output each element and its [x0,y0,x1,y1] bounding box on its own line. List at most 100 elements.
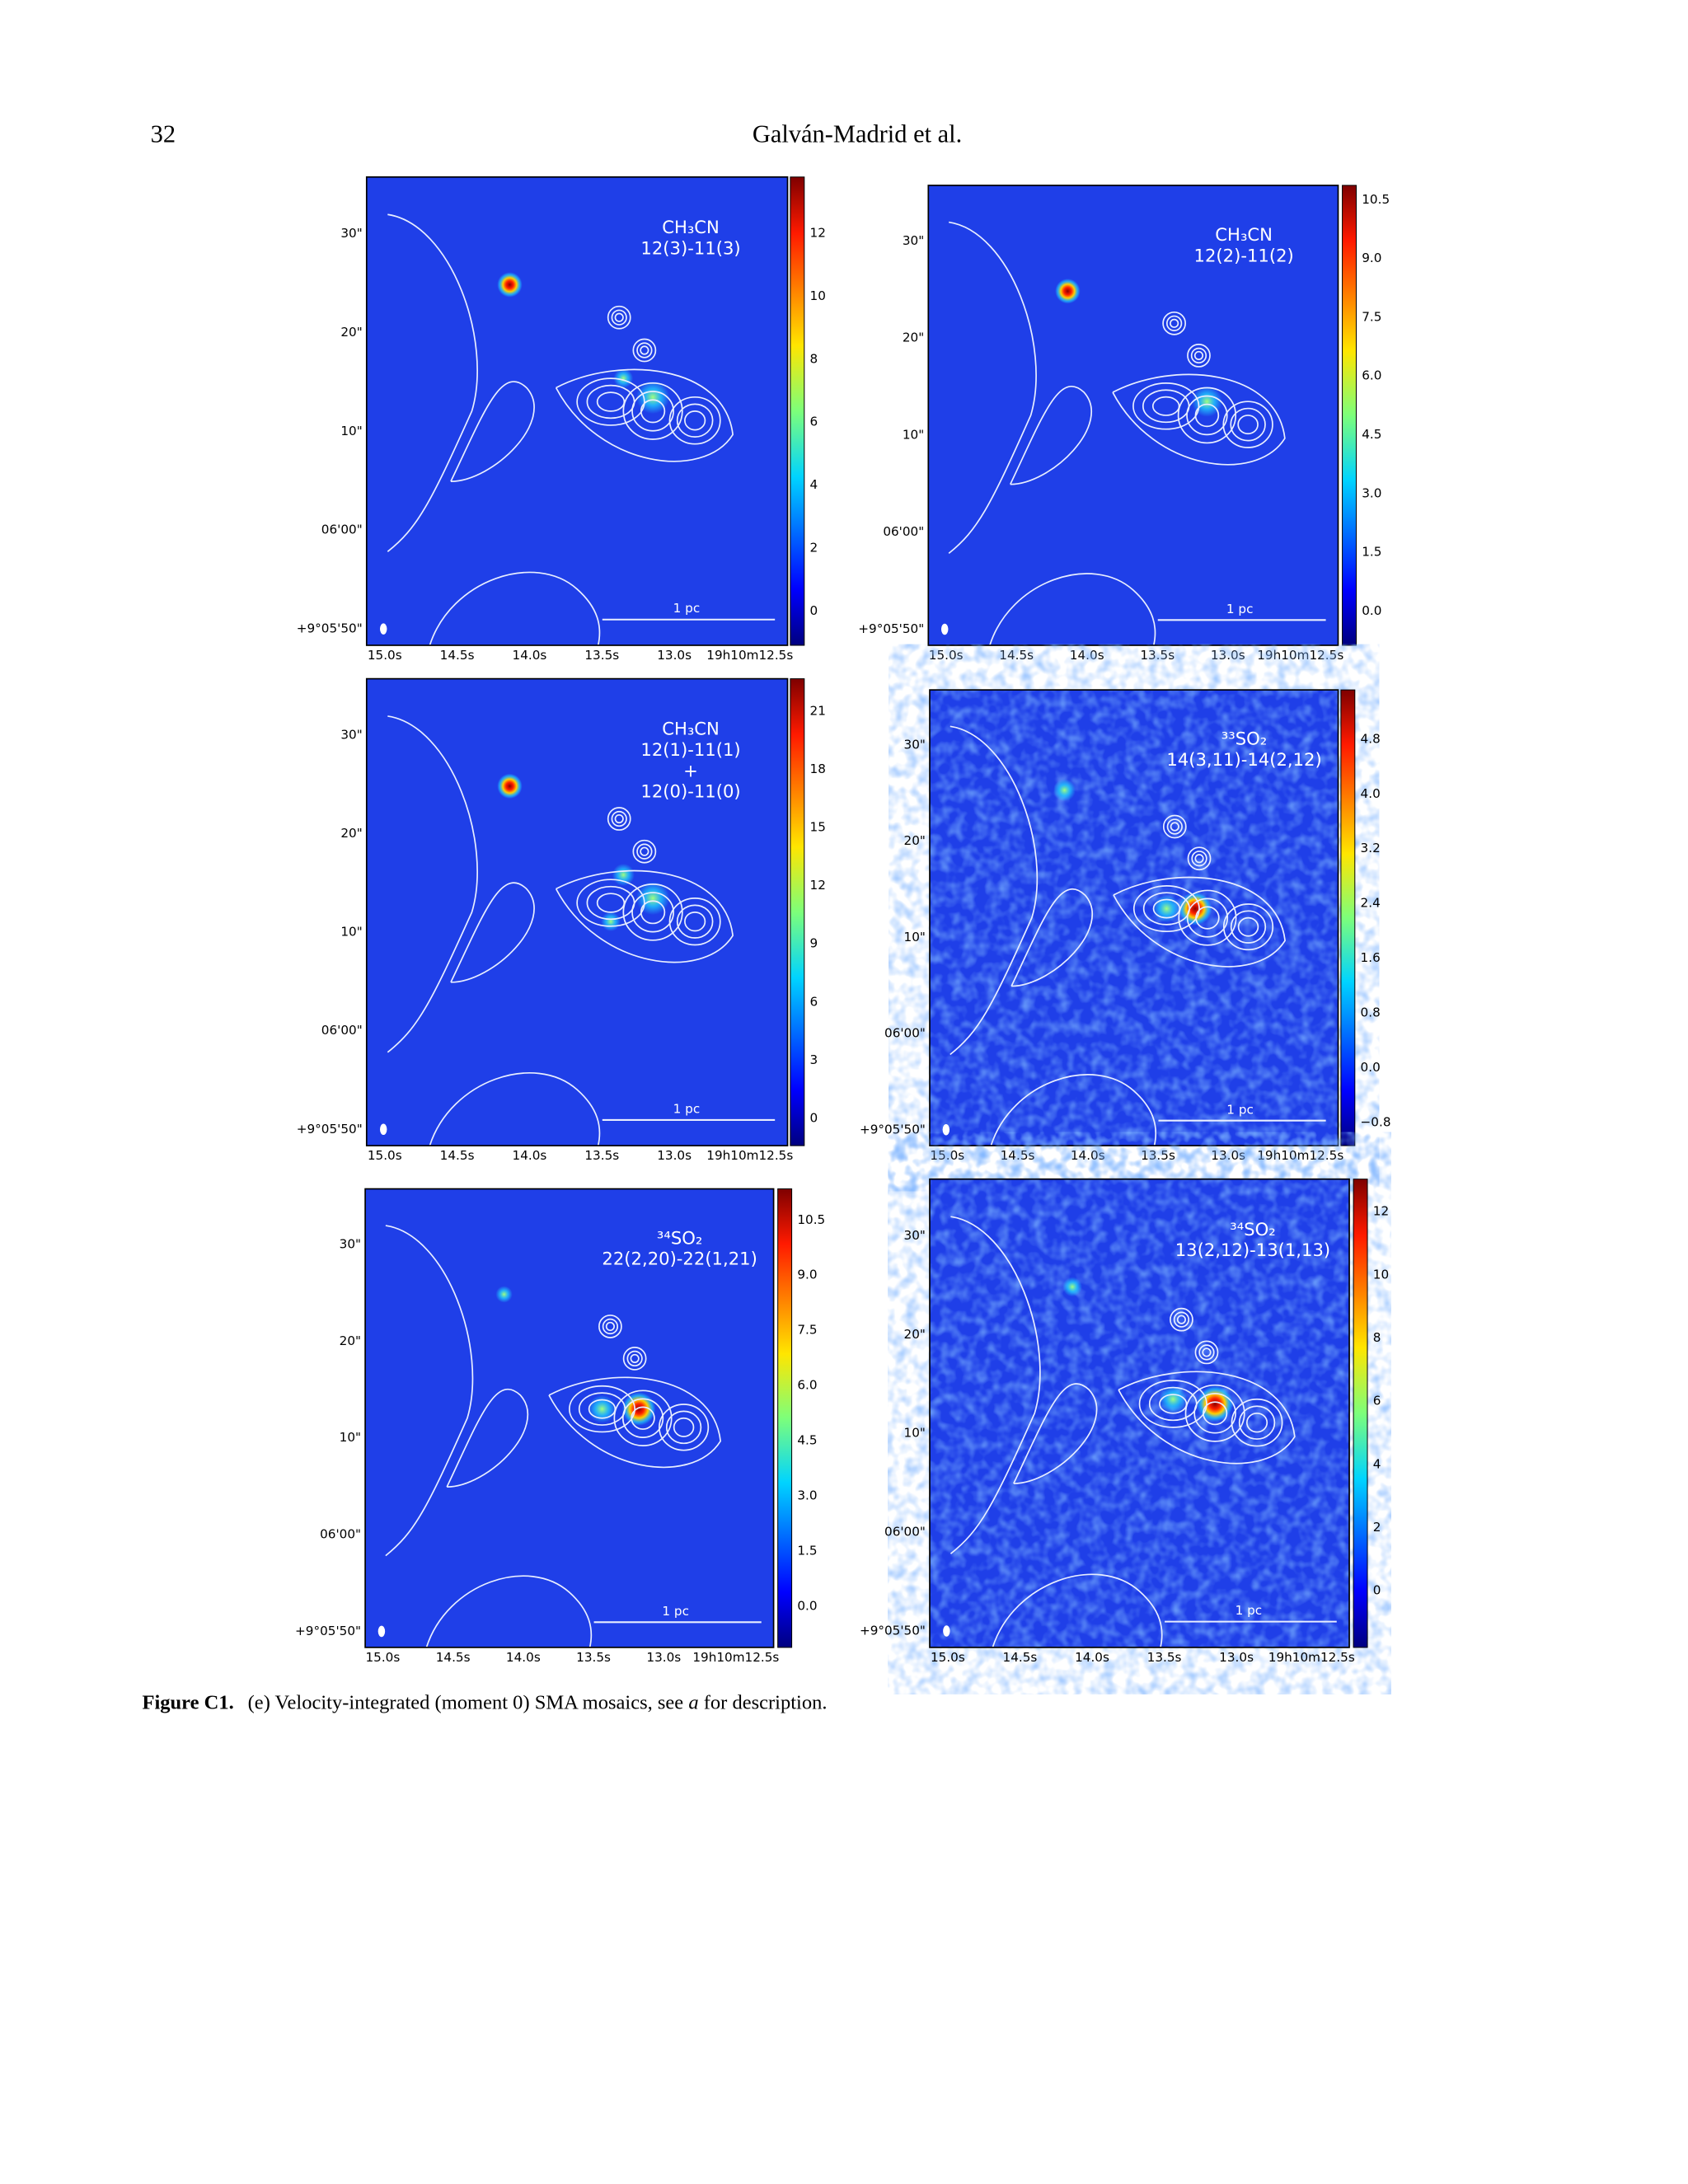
contour [950,725,1039,1056]
ra-tick-label: 13.0s [1211,1148,1245,1163]
ra-tick-label: 13.5s [576,1650,611,1665]
emission-peak [601,912,621,932]
contours [948,221,1286,646]
caption-text: (e) Velocity-integrated (moment 0) SMA m… [248,1691,689,1713]
emission-peak [1159,1385,1188,1413]
contour [992,1573,1163,1648]
colorbar-tick-label: 3.0 [797,1488,817,1502]
contour [636,342,653,359]
ra-tick-label: 13.0s [646,1650,681,1665]
ra-tick-label: 14.0s [1071,1148,1105,1163]
colorbar [777,1188,793,1648]
transition-label: 12(2)-11(2) [1194,245,1294,265]
contour [622,382,683,440]
contour [626,1350,643,1367]
beam [942,1123,950,1136]
contour [1238,1405,1276,1440]
emission-peak [613,368,634,388]
contour [605,1321,615,1332]
beam [377,1625,386,1638]
scale-bar-label: 1 pc [673,601,701,616]
contour [598,1315,622,1338]
contour [1112,373,1286,466]
dec-tick-label: 10" [904,930,926,944]
contour [989,573,1156,646]
dec-tick-label: 30" [903,233,924,248]
emission-peak [588,1394,617,1423]
colorbar-tick-label: 9 [810,936,818,951]
beam [943,1625,950,1637]
ra-tick-label: 13.5s [1147,1650,1182,1665]
contour [1013,1383,1098,1484]
ra-tick-label: 15.0s [368,648,402,663]
contour [636,843,653,860]
dec-tick-label: 06'00" [321,1023,363,1038]
dec-tick-label: 20" [340,826,362,841]
colorbar [1353,1179,1368,1648]
dec-tick-label: +9°05'50" [297,1122,363,1137]
contour [446,1389,529,1488]
contour [1186,898,1229,938]
ra-tick-label: 19h10m12.5s [1268,1650,1355,1665]
transition-label: 12(3)-11(3) [640,237,740,258]
colorbar-tick-label: 0.8 [1361,1005,1381,1020]
transition-label: 12(1)-11(1) [640,739,740,760]
ra-tick-label: 14.5s [436,1650,471,1665]
dec-tick-label: 20" [904,833,926,848]
emission-peak [612,863,635,887]
contour [1132,382,1200,430]
colorbar-tick-label: 4.5 [797,1432,817,1447]
colorbar-tick-label: 6.0 [1362,368,1381,383]
contour [640,345,649,355]
dec-tick-label: 20" [340,325,362,340]
colorbar-tick-label: 3 [810,1052,818,1067]
emission-peak [1053,779,1076,802]
dec-tick-label: +9°05'50" [297,621,363,636]
contour [1193,350,1204,360]
contour [1245,1412,1268,1433]
contour [1202,1347,1212,1357]
contour [602,1318,619,1335]
emission-peak [495,1286,513,1303]
ra-tick-label: 19h10m12.5s [1257,648,1343,663]
contour [1162,311,1187,335]
ra-tick-label: 15.0s [931,1650,965,1665]
contour [576,377,645,426]
contour [659,1404,710,1451]
page-number: 32 [151,120,176,148]
transition-label: ³⁴SO₂ [657,1227,702,1248]
dec-tick-label: 30" [340,226,362,241]
transition-label: + [683,760,698,780]
dec-tick-label: 10" [340,424,362,438]
contour [1176,1315,1187,1324]
ra-tick-label: 14.0s [1075,1650,1109,1665]
dec-tick-label: 20" [904,1327,926,1342]
contour [607,807,631,831]
emission-peak [1191,386,1223,417]
contour [613,1390,673,1446]
contour [1191,851,1207,867]
contour [1194,403,1220,428]
contour [1170,1307,1193,1332]
colorbar-tick-label: 7.5 [1362,309,1381,324]
colorbar-tick-label: 10.5 [797,1212,825,1227]
transition-label: 14(3,11)-14(2,12) [1166,749,1321,770]
contour [1184,1384,1245,1442]
dec-tick-label: 10" [340,925,362,940]
contour [622,883,683,941]
ra-tick-label: 14.5s [440,1148,475,1163]
caption-emphasis: a [688,1691,698,1713]
contour [429,571,601,646]
contour [640,399,666,424]
colorbar-tick-label: 6 [1373,1394,1381,1408]
contour [1132,885,1200,933]
colorbar-tick-label: 0.0 [797,1598,817,1613]
emission-peak [1197,1385,1234,1422]
contour [632,338,657,363]
map-noise [930,1179,1350,1647]
